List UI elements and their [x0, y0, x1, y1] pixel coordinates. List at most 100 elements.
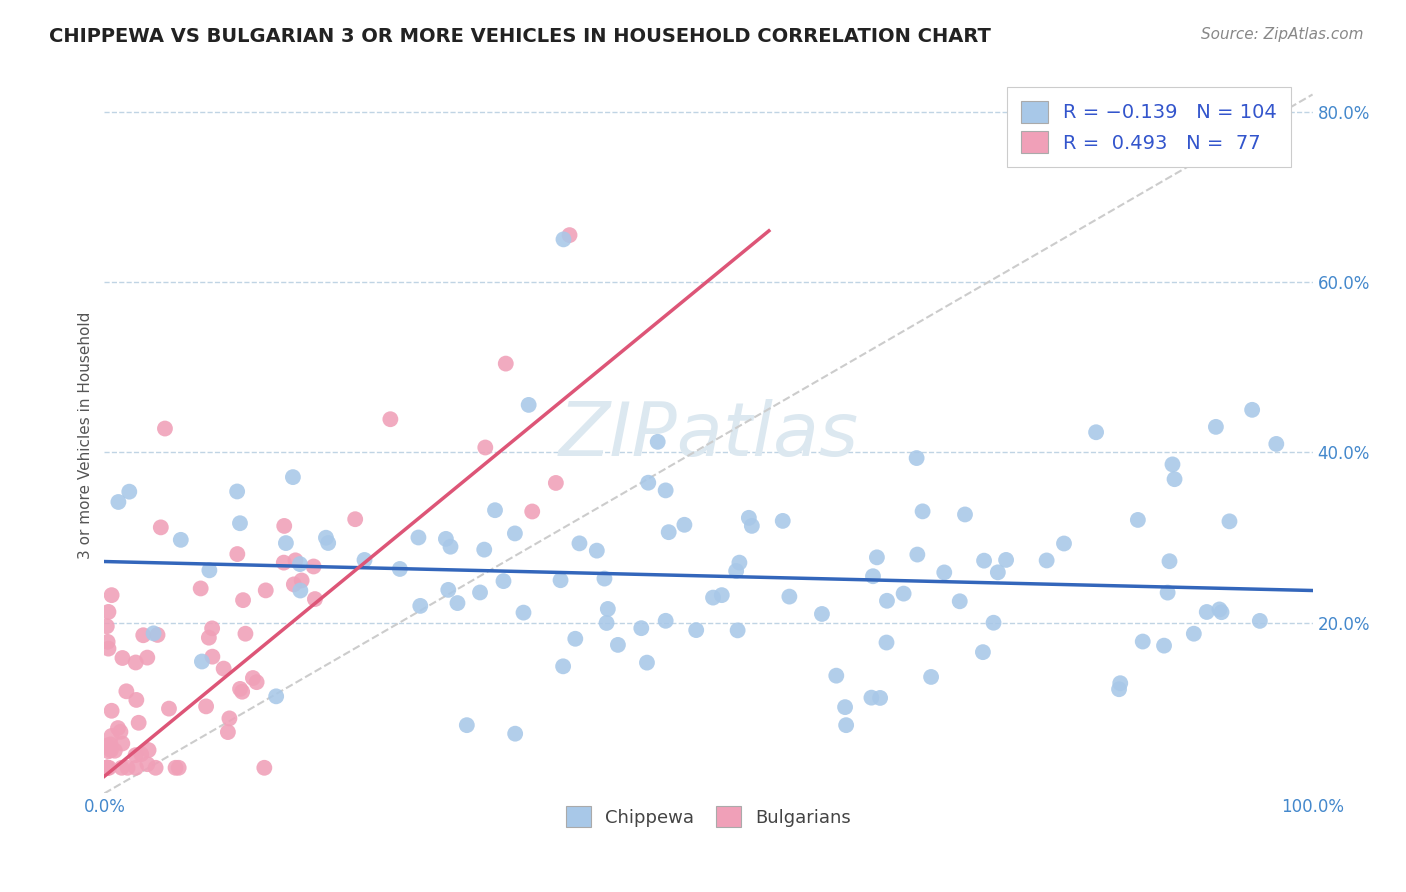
Point [517, 398, 540, 412]
Point [741, 519, 763, 533]
Point [630, 621, 652, 635]
Point [1053, 536, 1076, 550]
Point [111, 761, 134, 775]
Legend: Chippewa, Bulgarians: Chippewa, Bulgarians [558, 799, 859, 834]
Point [585, 543, 607, 558]
Point [825, 668, 848, 682]
Point [725, 564, 748, 578]
Point [1132, 634, 1154, 648]
Point [118, 484, 141, 499]
Point [253, 761, 276, 775]
Point [1265, 437, 1288, 451]
Point [1182, 626, 1205, 640]
Point [125, 656, 148, 670]
Point [949, 594, 972, 608]
Point [728, 556, 751, 570]
Point [869, 690, 891, 705]
Point [495, 357, 517, 371]
Point [550, 573, 572, 587]
Point [96, 761, 118, 775]
Point [273, 556, 295, 570]
Point [110, 724, 132, 739]
Point [104, 744, 127, 758]
Point [136, 757, 159, 772]
Point [727, 624, 749, 638]
Point [593, 572, 616, 586]
Point [129, 747, 152, 761]
Point [995, 553, 1018, 567]
Point [125, 693, 148, 707]
Point [1208, 602, 1230, 616]
Point [153, 421, 176, 435]
Point [637, 475, 659, 490]
Point [934, 566, 956, 580]
Point [96, 761, 118, 775]
Point [953, 508, 976, 522]
Point [217, 725, 239, 739]
Point [353, 553, 375, 567]
Point [595, 615, 617, 630]
Point [772, 514, 794, 528]
Point [983, 615, 1005, 630]
Point [201, 621, 224, 635]
Point [388, 562, 411, 576]
Point [492, 574, 515, 588]
Point [315, 531, 337, 545]
Point [100, 704, 122, 718]
Point [136, 650, 159, 665]
Point [198, 631, 221, 645]
Point [654, 614, 676, 628]
Point [96, 761, 118, 775]
Point [1241, 402, 1264, 417]
Point [231, 684, 253, 698]
Point [246, 675, 269, 690]
Point [456, 718, 478, 732]
Point [195, 699, 218, 714]
Point [1085, 425, 1108, 440]
Point [596, 602, 619, 616]
Point [111, 651, 134, 665]
Point [439, 540, 461, 554]
Point [254, 583, 277, 598]
Point [97, 605, 120, 619]
Point [1126, 513, 1149, 527]
Point [198, 563, 221, 577]
Point [107, 495, 129, 509]
Point [132, 628, 155, 642]
Point [125, 761, 148, 775]
Point [434, 532, 457, 546]
Point [290, 583, 312, 598]
Point [1161, 458, 1184, 472]
Point [1156, 585, 1178, 599]
Point [1153, 639, 1175, 653]
Point [606, 638, 628, 652]
Point [96, 761, 118, 775]
Point [1163, 472, 1185, 486]
Point [636, 656, 658, 670]
Point [96, 761, 118, 775]
Point [212, 662, 235, 676]
Point [893, 586, 915, 600]
Point [778, 590, 800, 604]
Point [685, 623, 707, 637]
Point [344, 512, 367, 526]
Point [437, 582, 460, 597]
Point [738, 511, 761, 525]
Point [283, 577, 305, 591]
Point [512, 606, 534, 620]
Point [165, 761, 187, 775]
Point [124, 748, 146, 763]
Point [1211, 605, 1233, 619]
Point [100, 743, 122, 757]
Point [288, 557, 311, 571]
Point [860, 690, 883, 705]
Point [876, 635, 898, 649]
Point [226, 484, 249, 499]
Point [468, 585, 491, 599]
Point [503, 526, 526, 541]
Point [304, 592, 326, 607]
Point [281, 470, 304, 484]
Point [138, 743, 160, 757]
Point [229, 516, 252, 531]
Point [284, 553, 307, 567]
